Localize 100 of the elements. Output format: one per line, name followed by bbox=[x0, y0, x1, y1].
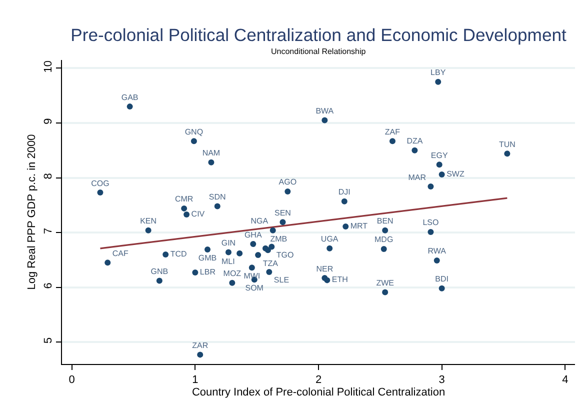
x-axis-title: Country Index of Pre-colonial Political Centralization bbox=[192, 386, 446, 398]
data-label: LBY bbox=[430, 68, 446, 78]
point bbox=[284, 188, 291, 194]
data-label: CIV bbox=[191, 209, 206, 218]
point bbox=[341, 198, 348, 204]
data-label: TCD bbox=[170, 249, 188, 258]
point bbox=[184, 211, 190, 218]
data-label: MWI bbox=[244, 271, 260, 280]
y-tick-label: 7 bbox=[42, 228, 55, 234]
point bbox=[192, 270, 198, 276]
x-tick-label: 1 bbox=[192, 374, 198, 386]
chart-title: Pre-colonial Political Centralization and Economic Development bbox=[70, 25, 567, 46]
data-label: CMR bbox=[174, 194, 194, 204]
data-label: LBR bbox=[200, 268, 216, 277]
point bbox=[225, 249, 232, 256]
data-label: TUN bbox=[498, 140, 516, 149]
x-tick-label: 2 bbox=[315, 374, 322, 386]
point bbox=[181, 205, 188, 212]
data-label: BWA bbox=[316, 106, 334, 116]
point bbox=[126, 104, 133, 110]
data-label: SLE bbox=[274, 276, 290, 285]
data-label: COG bbox=[91, 178, 110, 188]
x-tick-label: 0 bbox=[68, 374, 75, 386]
y-tick-label: 9 bbox=[42, 118, 55, 124]
data-label: BEN bbox=[376, 216, 394, 226]
y-tick-label: 10 bbox=[42, 60, 55, 73]
point bbox=[435, 78, 442, 85]
point bbox=[280, 219, 286, 226]
data-label: NER bbox=[316, 264, 334, 274]
point bbox=[229, 280, 236, 286]
point bbox=[270, 227, 276, 234]
point bbox=[97, 190, 104, 196]
x-tick-label: 3 bbox=[438, 374, 445, 386]
data-label: MOZ bbox=[223, 269, 242, 278]
point bbox=[428, 184, 434, 190]
point bbox=[434, 257, 440, 264]
point bbox=[380, 246, 387, 252]
data-label: ZMB bbox=[270, 234, 288, 244]
data-label: MDG bbox=[374, 235, 394, 244]
point bbox=[236, 250, 243, 256]
data-label: ZWE bbox=[376, 278, 394, 288]
data-label: MAR bbox=[408, 172, 426, 182]
point bbox=[322, 117, 328, 124]
data-label: GMB bbox=[198, 253, 217, 262]
data-label: ETH bbox=[332, 275, 348, 284]
point bbox=[208, 159, 214, 166]
x-tick-label: 4 bbox=[562, 374, 568, 386]
y-axis-title: Log Real PPP GDP p.c. in 2000 bbox=[26, 134, 38, 290]
point bbox=[326, 245, 333, 252]
point bbox=[204, 246, 211, 253]
chart-subtitle: Unconditional Relationship bbox=[271, 47, 366, 56]
data-label: GNB bbox=[150, 266, 168, 276]
point bbox=[266, 268, 272, 275]
data-label: NGA bbox=[250, 216, 269, 226]
point bbox=[255, 252, 262, 258]
y-tick-label: 8 bbox=[42, 173, 55, 180]
point bbox=[264, 247, 271, 254]
data-label: MLI bbox=[221, 257, 235, 266]
data-label: DZA bbox=[406, 136, 424, 146]
point bbox=[438, 285, 445, 292]
data-label: AGO bbox=[278, 178, 297, 187]
point bbox=[145, 227, 152, 234]
data-label: GHA bbox=[244, 230, 262, 240]
point bbox=[428, 228, 434, 235]
data-label: UGA bbox=[320, 234, 339, 244]
point bbox=[104, 260, 111, 266]
point bbox=[382, 227, 388, 234]
data-label: TZA bbox=[262, 258, 279, 268]
data-label: EGY bbox=[430, 150, 448, 160]
point bbox=[382, 289, 388, 296]
point bbox=[268, 244, 275, 250]
point bbox=[214, 203, 220, 210]
data-label: BDI bbox=[435, 274, 448, 284]
point bbox=[504, 150, 510, 157]
y-tick-label: 5 bbox=[42, 337, 55, 344]
data-label: MRT bbox=[350, 222, 368, 231]
data-label: SOM bbox=[245, 283, 264, 292]
point bbox=[250, 241, 256, 248]
data-label: KEN bbox=[140, 216, 157, 226]
data-label: RWA bbox=[428, 246, 447, 256]
point bbox=[342, 224, 349, 230]
data-label: NAM bbox=[202, 148, 220, 158]
data-label: CAF bbox=[112, 248, 128, 258]
point bbox=[412, 147, 418, 154]
point bbox=[389, 138, 396, 144]
data-label: GAB bbox=[121, 92, 138, 102]
data-label: ZAF bbox=[384, 127, 400, 136]
point bbox=[190, 138, 197, 144]
data-label: SDN bbox=[208, 192, 226, 202]
point bbox=[324, 277, 330, 284]
point bbox=[156, 278, 162, 284]
data-label: SWZ bbox=[446, 169, 464, 178]
point bbox=[162, 251, 169, 258]
point bbox=[438, 171, 445, 178]
data-label: LSO bbox=[422, 218, 439, 228]
point bbox=[197, 352, 204, 358]
data-label: SEN bbox=[274, 208, 292, 218]
point bbox=[248, 264, 255, 271]
data-label: ZAR bbox=[192, 340, 208, 350]
point bbox=[436, 162, 442, 168]
